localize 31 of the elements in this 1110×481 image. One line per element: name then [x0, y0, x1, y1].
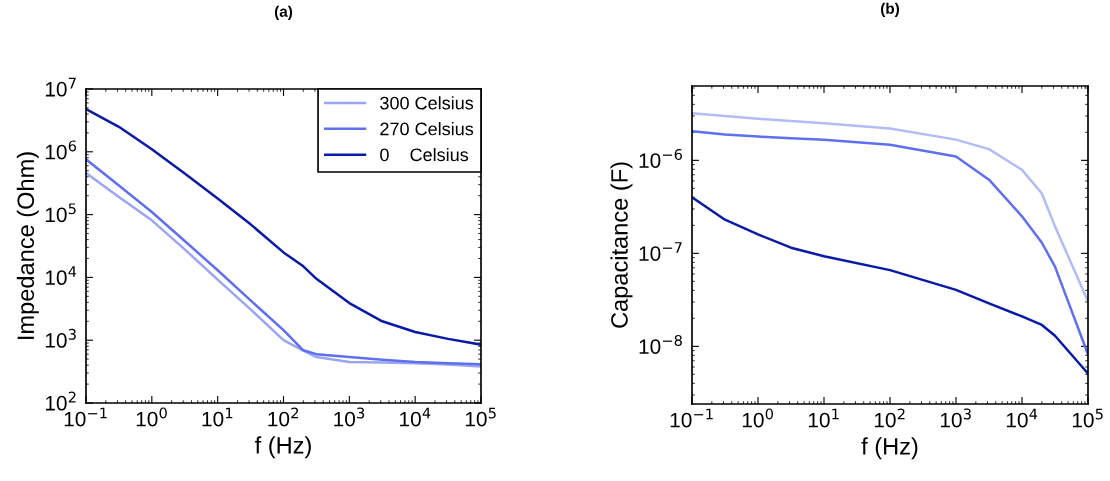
legend-label: 0 Celsius: [380, 147, 469, 162]
x-tick-label: 10$^{5}$: [465, 407, 496, 427]
y-tick-label: 10$^{5}$: [45, 203, 76, 223]
x-tick-label: 10$^{2}$: [268, 407, 299, 427]
x-tick-label: 10$^{0}$: [742, 408, 774, 428]
x-tick-label: 10$^{0}$: [136, 407, 167, 427]
x-axis-title: f (Hz): [254, 436, 311, 459]
legend-label: 270 Celsius: [380, 122, 474, 136]
y-tick-label: 10$^{3}$: [45, 328, 76, 348]
x-tick-label: 10$^{4}$: [1006, 408, 1038, 428]
y-tick-label: 10$^{2}$: [45, 391, 76, 411]
x-tick-label: 10$^{−1}$: [670, 408, 713, 428]
chart-title: (b): [881, 2, 899, 17]
legend-label: 300 Celsius: [380, 96, 474, 110]
x-axis-title: f (Hz): [861, 437, 918, 460]
x-tick-label: 10$^{4}$: [400, 407, 431, 427]
chart-title: (a): [274, 5, 293, 20]
x-tick-label: 10$^{2}$: [874, 408, 905, 428]
y-tick-label: 10$^{−6}$: [639, 148, 682, 168]
y-tick-label: 10$^{7}$: [45, 77, 76, 97]
x-tick-label: 10$^{5}$: [1072, 408, 1103, 428]
x-tick-label: 10$^{3}$: [334, 407, 365, 427]
y-tick-label: 10$^{4}$: [45, 266, 77, 286]
y-tick-label: 10$^{−8}$: [639, 334, 682, 354]
x-tick-label: 10$^{3}$: [940, 408, 971, 428]
y-axis-title: Impedance (Ohm): [16, 152, 39, 339]
y-tick-label: 10$^{6}$: [45, 140, 77, 160]
y-tick-label: 10$^{−7}$: [639, 242, 682, 261]
y-axis-title: Capacitance (F): [610, 162, 633, 328]
x-tick-label: 10$^{1}$: [202, 407, 233, 427]
x-tick-label: 10$^{1}$: [808, 408, 839, 428]
